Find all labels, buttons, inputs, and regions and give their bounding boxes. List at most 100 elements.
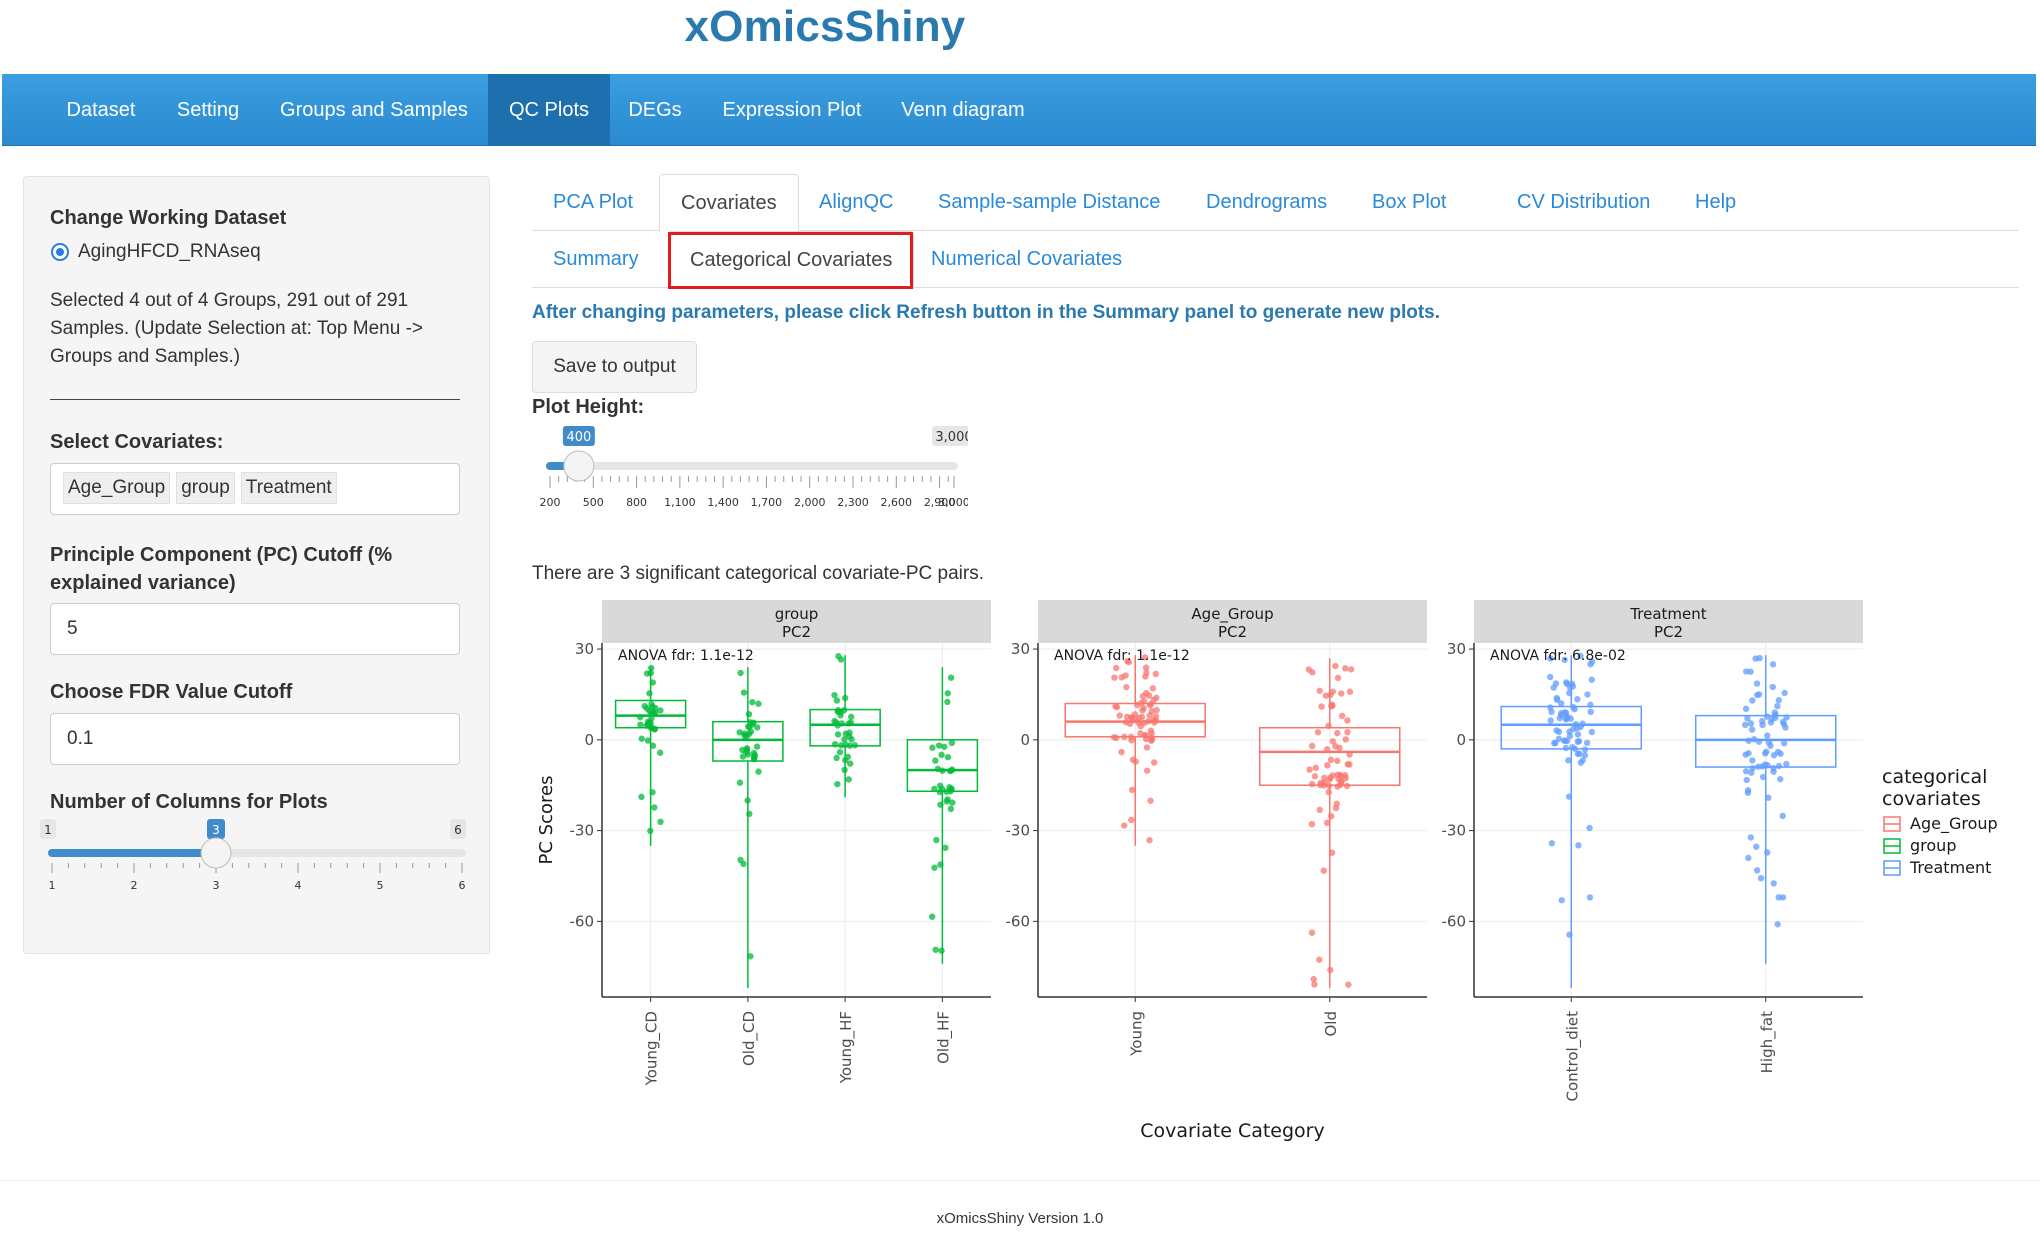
- save-to-output-button[interactable]: Save to output: [532, 341, 697, 393]
- nav-item-groups-and-samples[interactable]: Groups and Samples: [280, 99, 468, 121]
- box-Old_HF: [906, 667, 979, 964]
- data-point: [1748, 769, 1755, 776]
- tab-cv-distribution[interactable]: CV Distribution: [1517, 191, 1651, 213]
- data-point: [1765, 794, 1772, 801]
- x-tick-label: Young_CD: [643, 1011, 662, 1086]
- pc-cutoff-input[interactable]: 5: [50, 603, 460, 655]
- data-point: [833, 697, 841, 704]
- slider-value-label: 400: [566, 430, 591, 445]
- data-point: [1316, 687, 1323, 694]
- data-point: [1753, 867, 1761, 874]
- fdr-cutoff-input[interactable]: 0.1: [50, 713, 460, 765]
- tab-box-plot[interactable]: Box Plot: [1372, 191, 1447, 213]
- data-point: [1308, 820, 1316, 828]
- data-point: [834, 722, 841, 729]
- slider-value-label: 3: [212, 823, 220, 837]
- slider-min-label: 1: [44, 823, 52, 837]
- data-point: [931, 864, 938, 871]
- data-point: [1759, 721, 1766, 729]
- data-point: [1583, 739, 1591, 747]
- x-tick-label: Young_HF: [837, 1011, 856, 1084]
- data-point: [1113, 664, 1120, 672]
- data-point: [1579, 757, 1586, 764]
- data-point: [647, 827, 654, 835]
- tab-covariates[interactable]: Covariates: [659, 174, 799, 232]
- data-point: [1148, 730, 1155, 737]
- tab-pca-plot[interactable]: PCA Plot: [553, 191, 634, 213]
- tab-numerical-covariates[interactable]: Numerical Covariates: [931, 248, 1123, 270]
- covariate-tag[interactable]: Age_Group: [63, 472, 171, 504]
- nav-item-qc-plots[interactable]: QC Plots: [488, 74, 610, 146]
- data-point: [1775, 762, 1783, 770]
- data-point: [1139, 707, 1146, 714]
- nav-item-expression-plot[interactable]: Expression Plot: [722, 99, 862, 121]
- data-point: [646, 690, 653, 697]
- legend-title: categorical: [1882, 766, 1987, 788]
- data-point: [1142, 664, 1150, 671]
- slider-max-label: 3,000: [935, 430, 968, 445]
- data-point: [1553, 694, 1561, 702]
- data-point: [1309, 669, 1316, 676]
- y-tick-label: 30: [575, 640, 594, 658]
- data-point: [1332, 662, 1339, 670]
- tab-summary[interactable]: Summary: [553, 248, 639, 270]
- x-tick-label: Old: [1322, 1011, 1340, 1037]
- tab-categorical-covariates[interactable]: Categorical Covariates: [668, 231, 915, 289]
- data-point: [1776, 775, 1784, 783]
- covariate-tag[interactable]: group: [176, 472, 235, 504]
- dataset-radio[interactable]: [51, 243, 69, 261]
- data-point: [1563, 680, 1571, 688]
- data-point: [740, 860, 747, 868]
- data-point: [1338, 712, 1346, 720]
- data-point: [834, 780, 841, 788]
- data-point: [932, 946, 939, 953]
- data-point: [933, 836, 940, 844]
- data-point: [1128, 816, 1135, 824]
- data-point: [1121, 733, 1128, 741]
- data-point: [1749, 697, 1756, 704]
- data-point: [1587, 708, 1594, 716]
- dataset-option-label[interactable]: AgingHFCD_RNAseq: [78, 241, 261, 262]
- data-point: [944, 690, 951, 697]
- tab-sample-sample-distance[interactable]: Sample-sample Distance: [938, 191, 1161, 213]
- data-point: [1750, 736, 1758, 743]
- data-point: [838, 742, 845, 749]
- data-point: [1587, 701, 1594, 708]
- data-point: [1152, 670, 1159, 678]
- panel-background: [1038, 643, 1427, 997]
- data-point: [1568, 680, 1576, 687]
- covariate-tag[interactable]: Treatment: [240, 472, 337, 504]
- tab-dendrograms[interactable]: Dendrograms: [1206, 191, 1328, 213]
- legend-title: covariates: [1882, 788, 1981, 810]
- nav-item-venn-diagram[interactable]: Venn diagram: [901, 99, 1025, 121]
- data-point: [1775, 697, 1783, 704]
- slider-min-label-bg: [40, 819, 56, 839]
- data-point: [649, 703, 656, 711]
- facet-strip: [1038, 600, 1427, 643]
- legend-entry: group: [1910, 836, 1956, 855]
- data-point: [947, 788, 954, 795]
- nav-item-degs[interactable]: DEGs: [628, 99, 682, 121]
- plot-height-slider[interactable]: 3,000 400 200 500 800 1,100 1,400 1,700 2,000 2,3…: [528, 424, 968, 520]
- data-point: [1141, 654, 1149, 661]
- facet-strip-subtitle: PC2: [1654, 623, 1683, 641]
- data-point: [840, 707, 848, 714]
- tab-alignqc[interactable]: AlignQC: [819, 191, 894, 213]
- covariates-select[interactable]: Age_Group group Treatment: [50, 463, 460, 515]
- nav-item-dataset[interactable]: Dataset: [66, 99, 136, 121]
- data-point: [847, 713, 855, 721]
- data-point: [1747, 834, 1755, 841]
- facet-strip-title: Age_Group: [1191, 605, 1273, 624]
- columns-slider[interactable]: 1 6 3 1 2 3 4 5 6: [24, 817, 489, 897]
- data-point: [1764, 762, 1771, 769]
- data-point: [743, 746, 751, 754]
- data-point: [745, 710, 753, 718]
- nav-item-setting[interactable]: Setting: [176, 99, 240, 121]
- data-point: [747, 728, 755, 735]
- data-point: [936, 788, 943, 796]
- data-point: [1561, 656, 1568, 664]
- data-point: [750, 756, 758, 763]
- data-point: [1772, 714, 1779, 722]
- data-point: [1759, 773, 1767, 781]
- tab-help[interactable]: Help: [1695, 191, 1737, 213]
